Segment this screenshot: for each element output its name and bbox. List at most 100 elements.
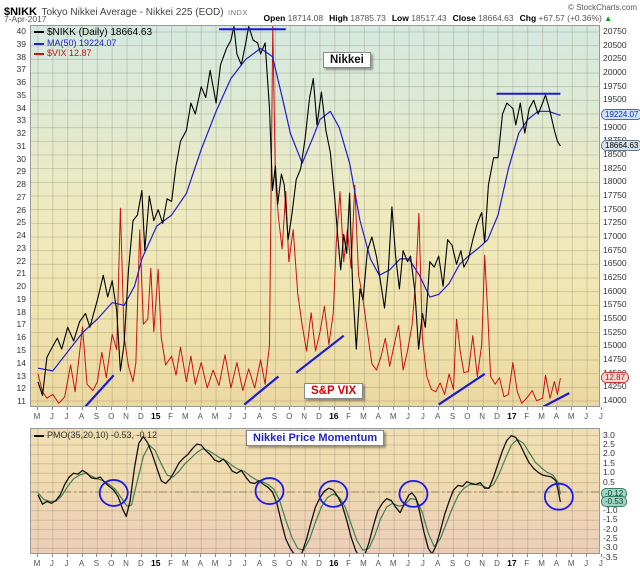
date-label: J	[406, 412, 410, 421]
quote-label: Close	[452, 13, 476, 23]
date-tickmark	[66, 554, 68, 557]
axis-tick-label: 0.5	[603, 476, 615, 487]
vix-trendline	[542, 392, 570, 406]
axis-tick-label: 15	[16, 345, 26, 355]
date-tickmark	[185, 407, 187, 410]
date-label: M	[360, 559, 367, 568]
date-tickmark	[526, 407, 528, 410]
date-label: M	[389, 559, 397, 568]
date-label: A	[375, 559, 381, 568]
date-tickmark	[170, 407, 172, 410]
date-label: S	[449, 559, 456, 568]
date-label: M	[211, 559, 219, 568]
date-label: J	[227, 559, 232, 568]
date-tickmark	[170, 554, 172, 557]
date-tickmark	[497, 554, 499, 557]
axis-tick-label: 12	[16, 383, 26, 394]
date-label: O	[108, 412, 115, 421]
change-up-arrow-icon: ▲	[601, 14, 612, 23]
date-tickmark	[111, 407, 113, 410]
date-label: A	[435, 559, 441, 568]
crossover-circle	[318, 479, 349, 508]
quote-value: 18517.43	[408, 13, 447, 23]
date-label: O	[286, 412, 293, 421]
date-tickmark	[244, 554, 246, 557]
date-tickmark	[393, 407, 395, 410]
date-label: D	[137, 559, 144, 568]
axis-tick-label: 20750	[603, 26, 627, 36]
axis-tick-label: 18	[16, 306, 26, 317]
date-tickmark	[467, 407, 469, 410]
exchange-tag: INDX	[228, 8, 248, 17]
axis-tick-label: -2.0	[603, 523, 618, 534]
date-tickmark	[437, 554, 439, 557]
crossover-circle	[543, 482, 574, 511]
date-label: A	[553, 559, 560, 568]
axis-tick-label: 21	[16, 268, 26, 279]
quote-label: Low	[391, 13, 409, 23]
date-tickmark	[304, 407, 306, 410]
chart-header: $NIKK Tokyo Nikkei Average - Nikkei 225 …	[4, 2, 636, 18]
date-label: 15	[150, 411, 161, 421]
axis-tick-label: 39	[16, 38, 26, 49]
pmo-legend-label: PMO(35,20,10) -0.53, -0.12	[47, 430, 158, 440]
axis-tick-label: 15250	[603, 326, 627, 337]
axis-tick-label: 19500	[603, 94, 627, 105]
date-label: 15	[150, 558, 161, 568]
axis-tick-label: 16750	[603, 244, 627, 255]
quote-value: +67.57 (+0.36%)	[536, 13, 602, 23]
date-tickmark	[541, 407, 543, 410]
axis-tick-label: -3.0	[603, 542, 618, 553]
date-label: S	[271, 559, 278, 568]
date-label: J	[406, 559, 410, 568]
axis-tick-label: -2.5	[603, 533, 618, 543]
legend-row: MA(50) 19224.07	[34, 38, 152, 48]
date-tickmark	[318, 407, 320, 410]
date-label: M	[567, 412, 575, 421]
axis-tick-label: 25	[16, 217, 26, 228]
date-tickmark	[600, 554, 602, 557]
axis-tick-label: 16	[16, 332, 26, 343]
legend-label: $VIX 12.87	[47, 48, 92, 58]
date-tickmark	[556, 554, 558, 557]
axis-tick-label: 20250	[603, 53, 627, 64]
axis-tick-label: 27	[16, 191, 26, 202]
symbol: $NIKK	[4, 6, 38, 18]
date-tickmark	[215, 554, 217, 557]
date-label: O	[464, 412, 471, 421]
date-label: M	[538, 412, 545, 421]
legend-dash	[34, 42, 44, 45]
date-label: J	[598, 412, 603, 421]
date-label: A	[256, 412, 263, 421]
axis-tick-label: 15000	[603, 340, 627, 351]
axis-tick-label: 14	[16, 357, 26, 368]
date-label: O	[286, 559, 293, 568]
axis-tick-label: 20500	[603, 39, 627, 50]
axis-tick-label: 17	[16, 319, 26, 330]
axis-tick-label: -1.0	[603, 504, 618, 515]
axis-tick-label: 37	[16, 64, 26, 75]
sp-vix-annotation: S&P VIX	[304, 383, 364, 399]
date-label: M	[389, 412, 397, 421]
date-tickmark	[497, 407, 499, 410]
date-tickmark	[482, 407, 484, 410]
vix-trendline	[438, 373, 486, 406]
axis-tick-label: 2.5	[603, 439, 615, 449]
date-label: F	[346, 559, 352, 568]
date-tickmark	[348, 407, 350, 410]
date-tickmark	[363, 554, 365, 557]
axis-tick-label: 18000	[603, 176, 627, 187]
quote-value: 18664.63	[475, 13, 514, 23]
axis-tick-label: 30	[16, 153, 26, 164]
date-tickmark	[363, 407, 365, 410]
date-tickmark	[155, 407, 157, 410]
date-label: J	[64, 559, 69, 568]
date-tickmark	[126, 407, 128, 410]
date-label: J	[584, 559, 589, 568]
date-label: J	[227, 412, 232, 421]
date-label: A	[78, 412, 85, 421]
crossover-circle	[254, 477, 285, 505]
date-tickmark	[467, 554, 469, 557]
axis-tick-label: 36	[16, 77, 26, 88]
date-label: A	[375, 412, 381, 421]
